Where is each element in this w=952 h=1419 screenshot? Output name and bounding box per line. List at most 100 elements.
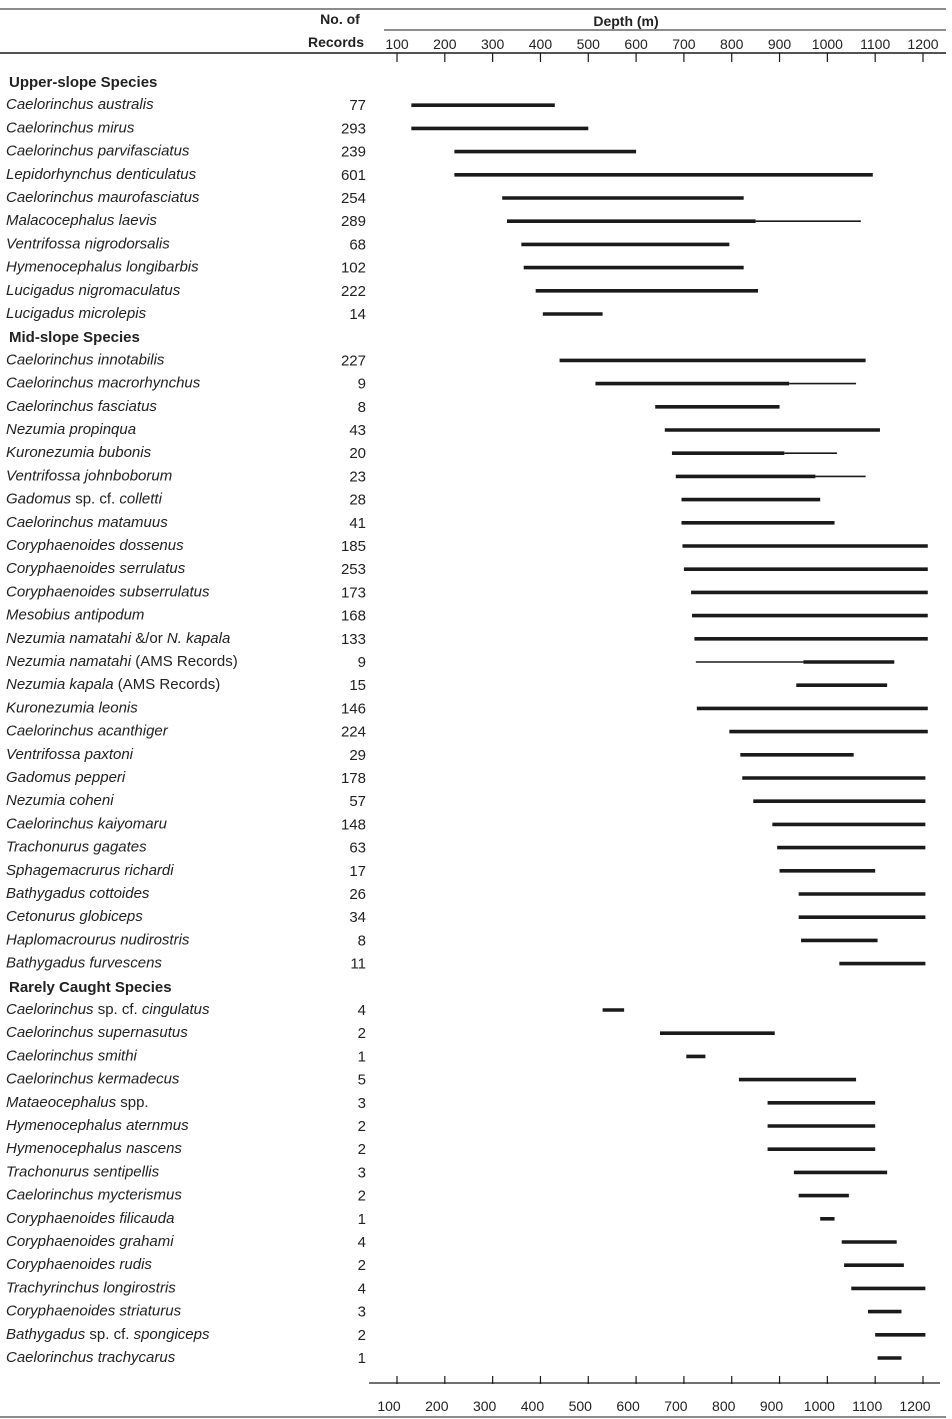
record-count: 9	[358, 376, 366, 393]
species-rows: Upper-slope Species Caelorinchus australi…	[6, 74, 928, 1367]
species-name: Caelorinchus macrorhynchus	[6, 375, 201, 392]
record-count: 185	[341, 538, 366, 555]
species-row: Caelorinchus innotabilis 227	[6, 351, 866, 369]
species-row: Gadomus pepperi 178	[6, 769, 926, 787]
species-name: Coryphaenoides grahami	[6, 1233, 174, 1250]
species-row: Gadomus sp. cf. colletti 28	[6, 491, 821, 509]
species-name: Caelorinchus trachycarus	[6, 1349, 176, 1366]
record-count: 601	[341, 167, 366, 184]
species-row: Caelorinchus smithi 1	[6, 1047, 706, 1065]
species-name: Coryphaenoides serrulatus	[6, 560, 186, 577]
species-row: Bathygadus cottoides 26	[6, 885, 926, 903]
species-name: Nezumia namatahi (AMS Records)	[6, 653, 238, 670]
record-count: 5	[358, 1072, 366, 1089]
record-count: 43	[349, 422, 366, 439]
species-name: Lepidorhynchus denticulatus	[6, 166, 197, 183]
top-tick-label-1000: 1000	[812, 36, 843, 52]
species-name: Lucigadus nigromaculatus	[6, 282, 181, 299]
species-row: Mataeocephalus spp. 3	[6, 1094, 876, 1112]
record-count: 77	[349, 97, 366, 114]
species-row: Hymenocephalus longibarbis 102	[6, 259, 744, 277]
record-count: 239	[341, 144, 366, 161]
record-count: 2	[358, 1188, 366, 1205]
species-name: Malacocephalus laevis	[6, 212, 157, 229]
record-count: 23	[349, 468, 366, 485]
species-row: Bathygadus furvescens 11	[6, 955, 926, 973]
bottom-tick-label-800: 800	[712, 1398, 736, 1414]
depth-header: Depth (m)	[593, 13, 658, 29]
species-name: Coryphaenoides subserrulatus	[6, 583, 210, 600]
record-count: 20	[349, 445, 366, 462]
record-count: 8	[358, 932, 366, 949]
species-row: Caelorinchus mycterismus 2	[6, 1187, 849, 1205]
species-name: Cetonurus globiceps	[6, 908, 143, 925]
species-row: Caelorinchus trachycarus 1	[6, 1349, 902, 1367]
species-name: Caelorinchus supernasutus	[6, 1024, 188, 1041]
species-name: Nezumia propinqua	[6, 421, 136, 438]
species-name: Caelorinchus acanthiger	[6, 723, 169, 740]
record-count: 8	[358, 399, 366, 416]
record-count: 178	[341, 770, 366, 787]
top-tick-label-400: 400	[529, 36, 553, 52]
records-header-line1: No. of	[320, 11, 360, 27]
species-row: Ventrifossa paxtoni 29	[6, 746, 854, 764]
species-row: Mesobius antipodum 168	[6, 607, 928, 625]
species-name: Hymenocephalus longibarbis	[6, 259, 199, 276]
species-row: Caelorinchus kermadecus 5	[6, 1071, 857, 1089]
record-count: 253	[341, 561, 366, 578]
species-name: Coryphaenoides striaturus	[6, 1303, 182, 1320]
record-count: 2	[358, 1118, 366, 1135]
species-name: Caelorinchus smithi	[6, 1047, 138, 1064]
species-name: Nezumia namatahi &/or N. kapala	[6, 630, 230, 647]
species-name: Haplomacrourus nudirostris	[6, 931, 190, 948]
species-name: Kuronezumia leonis	[6, 699, 138, 716]
record-count: 173	[341, 584, 366, 601]
species-row: Caelorinchus mirus 293	[6, 119, 589, 137]
record-count: 224	[341, 724, 366, 741]
species-name: Trachonurus sentipellis	[6, 1163, 160, 1180]
section-title: Upper-slope Species	[9, 74, 157, 91]
record-count: 9	[358, 654, 366, 671]
species-name: Bathygadus furvescens	[6, 955, 162, 972]
top-x-axis: 100 200 300 400 500 600 700 800 900 1000 1100 1200	[385, 36, 939, 62]
bottom-tick-label-100: 100	[377, 1398, 401, 1414]
top-tick-label-900: 900	[768, 36, 792, 52]
record-count: 1	[358, 1211, 366, 1228]
species-row: Trachyrinchus longirostris 4	[6, 1279, 926, 1297]
record-count: 2	[358, 1025, 366, 1042]
bottom-tick-label-1200: 1200	[899, 1398, 930, 1414]
species-name: Caelorinchus mirus	[6, 119, 135, 136]
species-name: Caelorinchus mycterismus	[6, 1187, 182, 1204]
species-row: Caelorinchus macrorhynchus 9	[6, 375, 857, 393]
species-name: Coryphaenoides rudis	[6, 1256, 152, 1273]
section-title: Rarely Caught Species	[9, 979, 172, 996]
species-row: Trachonurus gagates 63	[6, 839, 926, 857]
species-row: Ventrifossa nigrodorsalis 68	[6, 235, 730, 253]
bottom-tick-label-500: 500	[569, 1398, 593, 1414]
record-count: 4	[358, 1002, 366, 1019]
bottom-x-axis: 100 200 300 400 500 600 700 800 900 1000 1100 1200	[369, 1376, 940, 1414]
species-row: Haplomacrourus nudirostris 8	[6, 931, 878, 949]
record-count: 3	[358, 1164, 366, 1181]
record-count: 3	[358, 1304, 366, 1321]
species-name: Gadomus sp. cf. colletti	[6, 491, 163, 508]
section-title: Mid-slope Species	[9, 329, 140, 346]
species-name: Sphagemacrurus richardi	[6, 862, 174, 879]
record-count: 2	[358, 1257, 366, 1274]
species-name: Caelorinchus sp. cf. cingulatus	[6, 1001, 210, 1018]
record-count: 3	[358, 1095, 366, 1112]
species-row: Caelorinchus supernasutus 2	[6, 1024, 775, 1042]
species-name: Mataeocephalus spp.	[6, 1094, 149, 1111]
species-name: Trachonurus gagates	[6, 839, 147, 856]
top-tick-label-300: 300	[481, 36, 505, 52]
record-count: 57	[349, 793, 366, 810]
species-row: Caelorinchus australis 77	[6, 96, 555, 114]
record-count: 222	[341, 283, 366, 300]
species-name: Kuronezumia bubonis	[6, 444, 152, 461]
species-name: Trachyrinchus longirostris	[6, 1279, 176, 1296]
species-name: Caelorinchus kaiyomaru	[6, 815, 168, 832]
species-row: Bathygadus sp. cf. spongiceps 2	[6, 1326, 926, 1344]
species-name: Caelorinchus australis	[6, 96, 154, 113]
top-tick-label-1200: 1200	[907, 36, 938, 52]
